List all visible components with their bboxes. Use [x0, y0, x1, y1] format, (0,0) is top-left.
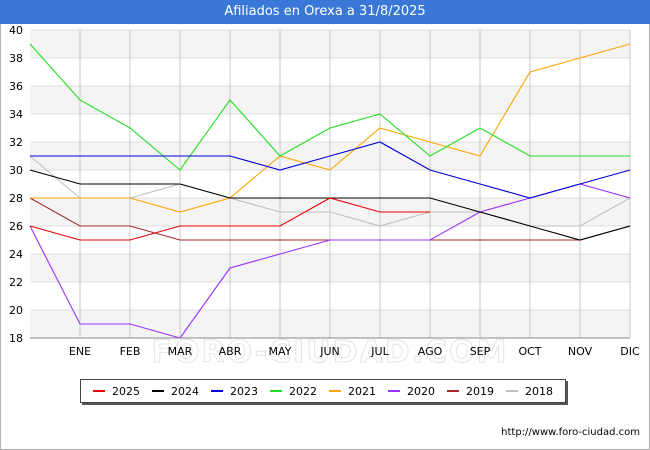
source-link[interactable]: http://www.foro-ciudad.com: [501, 427, 640, 438]
legend-label: 2023: [230, 384, 258, 398]
y-tick-label: 40: [9, 24, 23, 37]
x-tick-label: NOV: [568, 345, 593, 358]
x-tick-label: MAR: [168, 345, 193, 358]
y-tick-label: 26: [9, 220, 23, 233]
y-tick-labels: 18 20 22 24 26 28 30 32 34 36 38 40: [9, 24, 23, 345]
legend-item-2018: 2018: [506, 385, 553, 398]
series-line-2021: [30, 43, 631, 213]
x-tick-label: OCT: [518, 345, 541, 358]
legend-swatch: [506, 390, 518, 392]
legend-label: 2018: [525, 384, 553, 398]
legend-label: 2020: [407, 384, 435, 398]
legend-swatch: [152, 390, 164, 392]
legend-swatch: [329, 390, 341, 392]
legend-swatch: [388, 390, 400, 392]
y-tick-label: 24: [9, 248, 23, 261]
legend-swatch: [447, 390, 459, 392]
legend: 2025 2024 2023 2022 2021 2020 2019 2018: [80, 379, 566, 403]
y-tick-label: 20: [9, 304, 23, 317]
x-tick-label: ENE: [69, 345, 91, 358]
legend-swatch: [211, 390, 223, 392]
y-tick-label: 28: [9, 192, 23, 205]
series-lines: [29, 43, 631, 339]
y-tick-label: 18: [9, 332, 23, 345]
legend-swatch: [93, 390, 105, 392]
x-tick-label: AGO: [418, 345, 443, 358]
x-tick-label: DIC: [620, 345, 640, 358]
x-tick-labels: ENE FEB MAR ABR MAY JUN JUL AGO SEP OCT NOV DIC: [69, 345, 640, 358]
x-tick-label: SEP: [470, 345, 491, 358]
y-tick-label: 30: [9, 164, 23, 177]
y-tick-label: 32: [9, 136, 23, 149]
legend-swatch: [270, 390, 282, 392]
legend-label: 2024: [171, 384, 199, 398]
legend-label: 2025: [112, 384, 140, 398]
legend-item-2023: 2023: [211, 385, 258, 398]
legend-item-2024: 2024: [152, 385, 199, 398]
series-line-2022: [29, 43, 630, 171]
legend-item-2025: 2025: [93, 385, 140, 398]
legend-item-2022: 2022: [270, 385, 317, 398]
x-tick-label: FEB: [120, 345, 141, 358]
legend-label: 2021: [348, 384, 376, 398]
x-tick-label: JUL: [370, 345, 389, 358]
chart-title: Afiliados en Orexa a 31/8/2025: [0, 0, 650, 24]
legend-label: 2022: [289, 384, 317, 398]
x-tick-label: ABR: [219, 345, 242, 358]
watermark: FORO-CIUDAD.COM: [152, 335, 509, 370]
x-tick-label: JUN: [319, 345, 340, 358]
y-tick-label: 38: [9, 52, 23, 65]
legend-item-2020: 2020: [388, 385, 435, 398]
legend-item-2021: 2021: [329, 385, 376, 398]
legend-label: 2019: [466, 384, 494, 398]
y-tick-label: 34: [9, 108, 23, 121]
series-line-2023: [30, 141, 631, 199]
y-tick-label: 22: [9, 276, 23, 289]
legend-item-2019: 2019: [447, 385, 494, 398]
x-tick-label: MAY: [269, 345, 292, 358]
series-line-2025: [29, 197, 430, 241]
y-tick-label: 36: [9, 80, 23, 93]
